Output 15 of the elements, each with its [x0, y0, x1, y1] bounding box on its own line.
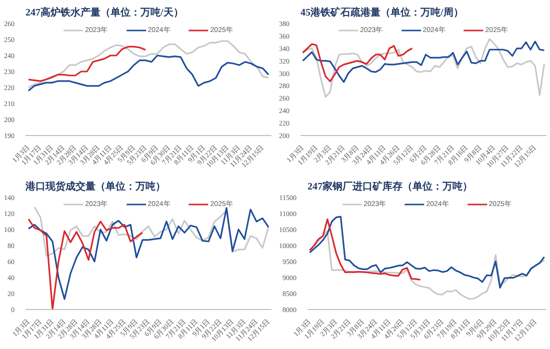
line-series [28, 207, 270, 300]
line-series [28, 54, 270, 92]
line-series [28, 40, 270, 88]
line-series [308, 218, 422, 281]
line-series [28, 46, 146, 82]
line-series [302, 38, 546, 98]
chart-title: 247高炉铁水产量（单位：万吨/天） [26, 6, 184, 18]
chart-title: 247家钢厂进口矿库存（单位：万吨） [308, 180, 472, 192]
chart-title: 45港铁矿石疏港量（单位：万吨/周） [300, 6, 464, 18]
chart-title: 港口现货成交量（单位：万吨） [24, 180, 166, 192]
line-series [302, 40, 546, 83]
line-series [28, 218, 144, 310]
line-series [302, 43, 413, 82]
line-series [308, 216, 546, 289]
line-series [34, 206, 270, 257]
